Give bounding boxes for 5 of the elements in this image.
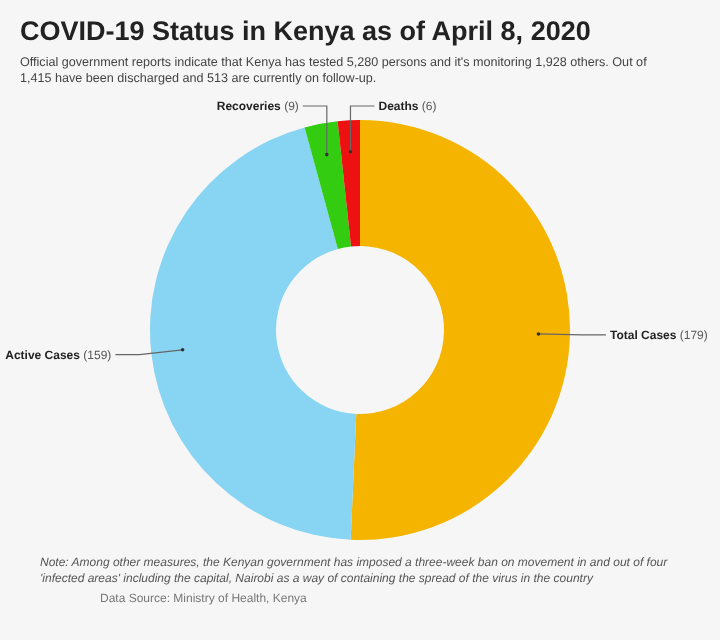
chart-title: COVID-19 Status in Kenya as of April 8, 2020 — [20, 16, 591, 46]
donut-slice — [337, 120, 360, 247]
donut-slice — [150, 127, 357, 540]
donut-slice — [304, 121, 352, 249]
donut-slice — [350, 120, 570, 540]
